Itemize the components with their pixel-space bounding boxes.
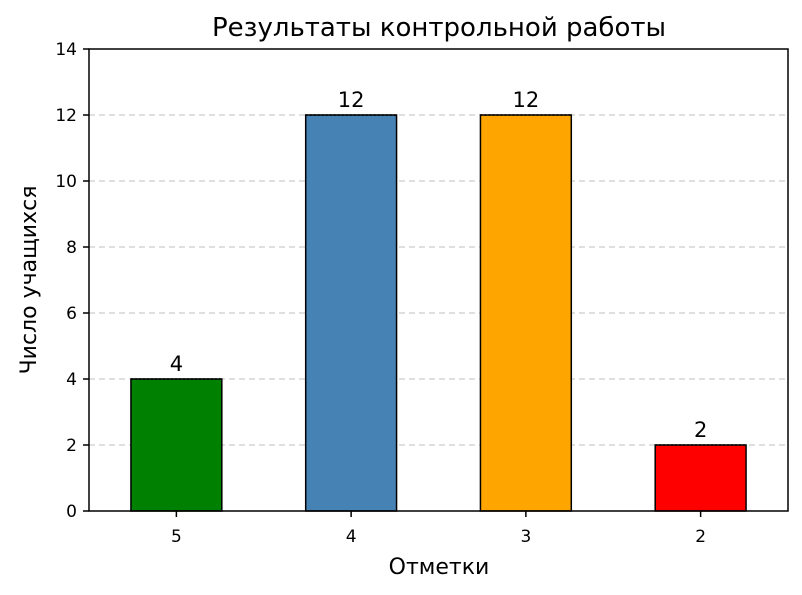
x-tick-label: 5 — [171, 527, 182, 547]
data-label-5: 4 — [170, 352, 183, 376]
y-tick-label: 10 — [55, 172, 77, 192]
bar-3 — [479, 114, 573, 512]
data-label-3: 12 — [513, 88, 540, 112]
y-tick-label: 14 — [55, 40, 77, 60]
y-axis-label: Число учащихся — [17, 186, 42, 375]
chart-title: Результаты контрольной работы — [212, 13, 666, 43]
y-tick-label: 12 — [55, 106, 77, 126]
bar-2 — [654, 444, 747, 512]
data-label-4: 12 — [338, 88, 365, 112]
y-tick-label: 0 — [66, 502, 77, 522]
x-tick-label: 2 — [695, 527, 706, 547]
data-label-2: 2 — [694, 418, 707, 442]
y-tick-label: 8 — [66, 238, 77, 258]
y-tick-label: 2 — [66, 436, 77, 456]
y-tick-label: 4 — [66, 370, 77, 390]
bars — [130, 114, 747, 512]
data-labels: 4 12 12 2 — [170, 88, 708, 442]
y-axis: 0 2 4 6 8 10 12 14 — [55, 40, 89, 522]
x-axis: 5 4 3 2 — [171, 511, 706, 547]
bar-5 — [130, 378, 223, 512]
bar-4 — [304, 114, 398, 512]
y-tick-label: 6 — [66, 304, 77, 324]
x-axis-label: Отметки — [389, 555, 490, 580]
plot-frame — [88, 48, 789, 512]
x-tick-label: 4 — [346, 527, 357, 547]
x-tick-label: 3 — [520, 527, 531, 547]
